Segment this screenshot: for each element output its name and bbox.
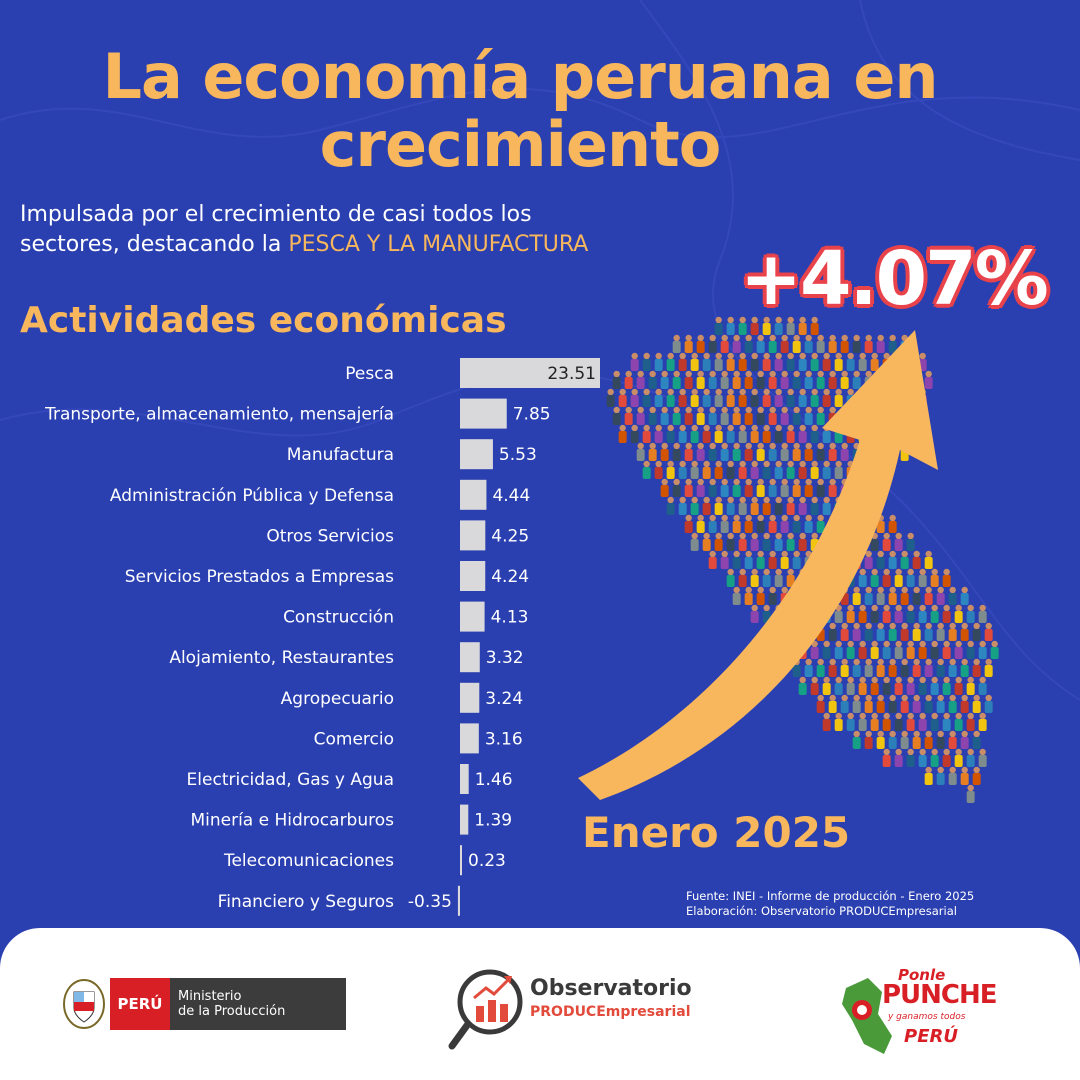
bar-category-label: Pesca (345, 364, 394, 384)
ganamos-text: y ganamos todos (888, 1012, 966, 1022)
subtitle-text: Impulsada por el crecimiento de casi tod… (20, 202, 532, 257)
bar (460, 520, 486, 551)
bar-value-label: 0.23 (468, 851, 506, 871)
bar (460, 845, 462, 876)
punche-text: PUNCHE (882, 980, 998, 1010)
observatorio-subtitle: PRODUCEmpresarial (530, 1004, 691, 1020)
sector-growth-chart: Pesca 23.51 Transporte, almacenamiento, me… (44, 358, 600, 916)
bar (460, 723, 479, 754)
bar (460, 642, 480, 673)
bar-value-label: 5.53 (499, 445, 537, 465)
observatorio-title: Observatorio (530, 976, 692, 1001)
magnifier-chart-icon (448, 969, 523, 1050)
bar-value-label: -0.35 (408, 892, 452, 912)
bar-category-label: Transporte, almacenamiento, mensajería (44, 405, 394, 425)
bar-category-label: Administración Pública y Defensa (110, 486, 394, 506)
bar-value-label: 3.16 (485, 729, 523, 749)
bar (460, 682, 480, 713)
bar-value-label: 1.39 (474, 811, 512, 831)
elaboration-line: Elaboración: Observatorio PRODUCEmpresar… (686, 904, 957, 918)
bar-value-label: 4.13 (491, 608, 529, 628)
bar (460, 358, 600, 388)
bar-value-label: 3.24 (485, 689, 523, 709)
source-line: Fuente: INEI - Informe de producción - E… (686, 889, 975, 903)
period-label: Enero 2025 (582, 808, 851, 857)
bar-category-label: Financiero y Seguros (218, 892, 394, 912)
bar (457, 885, 460, 916)
peru-text: PERÚ (904, 1026, 958, 1047)
ministry-name: Ministerio de la Producción (170, 978, 346, 1030)
subtitle: Impulsada por el crecimiento de casi tod… (20, 200, 620, 260)
section-title: Actividades económicas (20, 300, 507, 341)
ponle-punche-logo: Ponle PUNCHE y ganamos todos PERÚ (838, 966, 998, 1066)
coat-of-arms-icon (63, 979, 105, 1029)
bar-value-label: 7.85 (513, 405, 551, 425)
title-line-2: crecimiento (319, 108, 722, 181)
bar (460, 804, 469, 835)
ponle-text: Ponle (898, 966, 946, 984)
bar-category-label: Construcción (283, 608, 394, 628)
bar-value-label: 3.32 (486, 648, 524, 668)
bar-value-label: 1.46 (475, 770, 513, 790)
bar-category-label: Servicios Prestados a Empresas (125, 567, 394, 587)
peru-map-icon (842, 978, 892, 1054)
peru-label: PERÚ (110, 978, 170, 1030)
bar-category-label: Minería e Hidrocarburos (190, 811, 394, 831)
bar-category-label: Telecomunicaciones (223, 851, 394, 871)
bar (460, 764, 469, 794)
bar (460, 439, 493, 470)
growth-percentage: +4.07% (740, 236, 1049, 322)
ministry-line-2: de la Producción (178, 1004, 286, 1019)
bar (460, 601, 485, 632)
bar (460, 479, 487, 510)
bar-value-label: 4.24 (491, 567, 529, 587)
bar-category-label: Comercio (314, 729, 394, 749)
bar-category-label: Agropecuario (281, 689, 394, 709)
bar (460, 561, 486, 591)
growth-arrow-icon (578, 330, 938, 800)
bar-category-label: Otros Servicios (266, 526, 394, 546)
source-note: Fuente: INEI - Informe de producción - E… (686, 889, 974, 919)
bar (460, 398, 507, 429)
bar-value-label: 4.44 (492, 486, 530, 506)
bar-value-label: 23.51 (547, 364, 596, 384)
ministry-line-1: Ministerio (178, 989, 242, 1004)
subtitle-highlight: PESCA Y LA MANUFACTURA (288, 232, 589, 257)
bar-value-label: 4.25 (491, 526, 529, 546)
bar-category-label: Manufactura (287, 445, 394, 465)
bar-category-label: Alojamiento, Restaurantes (169, 648, 394, 668)
title-line-1: La economía peruana en (102, 40, 938, 113)
bar-category-label: Electricidad, Gas y Agua (187, 770, 394, 790)
